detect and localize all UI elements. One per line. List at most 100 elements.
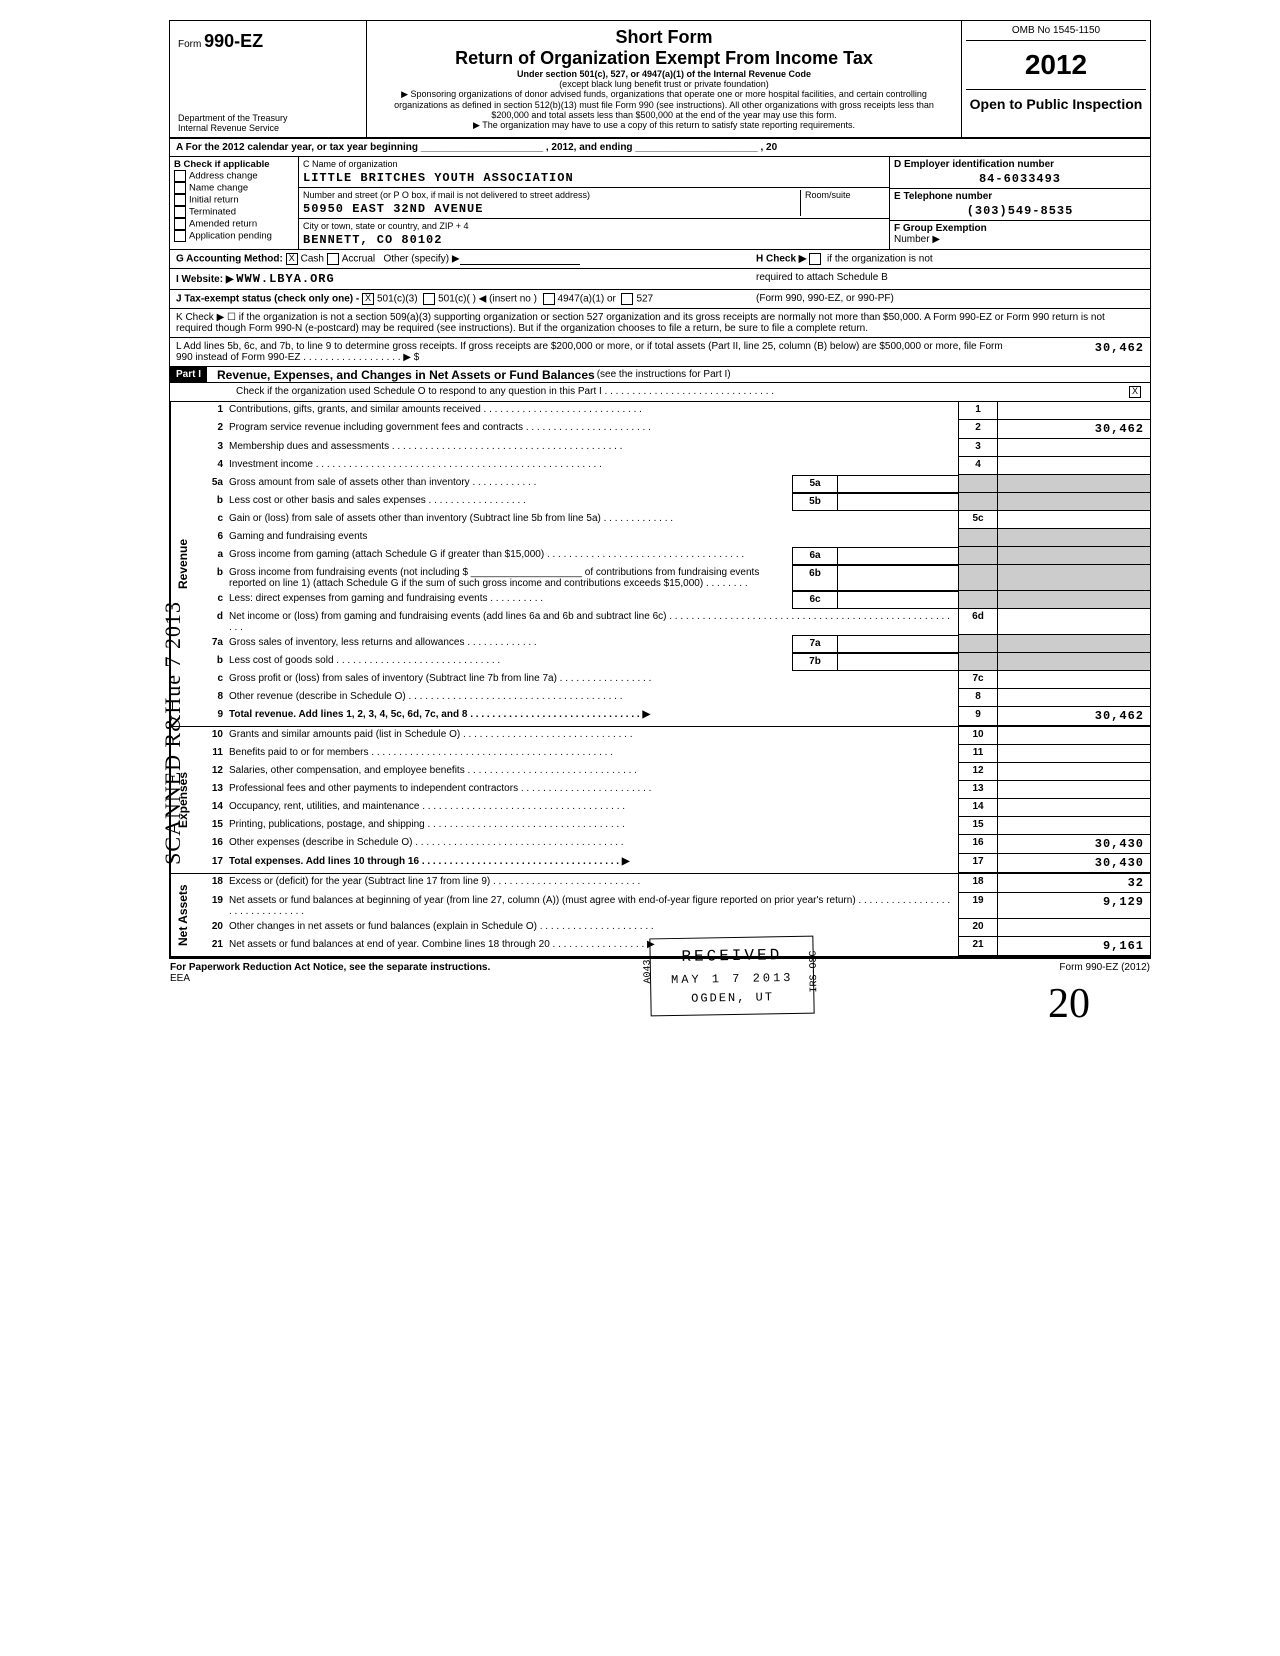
b-item-5: Application pending — [189, 231, 272, 242]
line-4: Investment income . . . . . . . . . . . … — [229, 457, 958, 475]
section-c: C Name of organization LITTLE BRITCHES Y… — [299, 157, 890, 249]
org-address: 50950 EAST 32ND AVENUE — [303, 200, 800, 216]
line-5a: Gross amount from sale of assets other t… — [229, 475, 792, 493]
box-11: 11 — [958, 745, 997, 763]
line-13: Professional fees and other payments to … — [229, 781, 958, 799]
omb-number: OMB No 1545-1150 — [966, 25, 1146, 41]
c-addr-lbl: Number and street (or P O box, if mail i… — [303, 190, 800, 200]
line-20: Other changes in net assets or fund bala… — [229, 919, 958, 937]
chk-term[interactable] — [174, 206, 186, 218]
chk-501c3[interactable]: X — [362, 293, 374, 305]
val-9: 30,462 — [997, 707, 1150, 726]
row-g: G Accounting Method: XCash Accrual Other… — [170, 250, 1150, 269]
chk-accrual[interactable] — [327, 253, 339, 265]
h-not: if the organization is not — [827, 254, 933, 265]
val-4 — [997, 457, 1150, 475]
box-6a: 6a — [792, 547, 837, 565]
shade-val-5b — [997, 493, 1150, 511]
form-label: Form — [178, 39, 201, 50]
form-header: Form 990-EZ Department of the Treasury I… — [170, 21, 1150, 139]
line-19: Net assets or fund balances at beginning… — [229, 893, 958, 919]
part1-check-text: Check if the organization used Schedule … — [176, 386, 1129, 398]
chk-name[interactable] — [174, 182, 186, 194]
val-12 — [997, 763, 1150, 781]
shade-val-7b — [997, 653, 1150, 671]
chk-cash[interactable]: X — [286, 253, 298, 265]
part1-header-row: Part I Revenue, Expenses, and Changes in… — [170, 367, 1150, 383]
dept-treasury: Department of the Treasury — [178, 113, 358, 123]
g-other: Other (specify) ▶ — [383, 254, 459, 265]
chk-initial[interactable] — [174, 194, 186, 206]
tax-year: 2012 — [966, 41, 1146, 90]
box-20: 20 — [958, 919, 997, 937]
shade-val-6c — [997, 591, 1150, 609]
g-other-blank[interactable] — [460, 254, 580, 265]
line-14: Occupancy, rent, utilities, and maintena… — [229, 799, 958, 817]
signature-20: 20 — [1048, 980, 1090, 1028]
row-k: K Check ▶ ☐ if the organization is not a… — [170, 309, 1150, 338]
val-7c — [997, 671, 1150, 689]
chk-address[interactable] — [174, 170, 186, 182]
box-2: 2 — [958, 420, 997, 439]
d-ein-lbl: D Employer identification number — [894, 159, 1146, 170]
f-grp-lbl: F Group Exemption — [894, 223, 1146, 234]
box-8: 8 — [958, 689, 997, 707]
shade-7a — [958, 635, 997, 653]
expenses-section: Expenses 10Grants and similar amounts pa… — [170, 727, 1150, 874]
box-5a: 5a — [792, 475, 837, 493]
room-suite-lbl: Room/suite — [800, 190, 885, 216]
c-name-lbl: C Name of organization — [303, 159, 885, 169]
title-short: Short Form — [377, 27, 951, 48]
shade-6 — [958, 529, 997, 547]
part1-title: Revenue, Expenses, and Changes in Net As… — [207, 368, 595, 382]
box-16: 16 — [958, 835, 997, 854]
line-7b: Less cost of goods sold . . . . . . . . … — [229, 653, 792, 671]
h-check: H Check ▶ — [756, 254, 806, 265]
val-6b — [837, 565, 958, 591]
g-label: G Accounting Method: — [176, 254, 283, 265]
chk-amend[interactable] — [174, 218, 186, 230]
row-i: I Website: ▶ WWW.LBYA.ORG required to at… — [170, 269, 1150, 290]
i-label: I Website: ▶ — [176, 274, 234, 285]
box-4: 4 — [958, 457, 997, 475]
val-20 — [997, 919, 1150, 937]
irs-line: Internal Revenue Service — [178, 123, 358, 133]
section-a: A For the 2012 calendar year, or tax yea… — [170, 139, 1150, 157]
val-16: 30,430 — [997, 835, 1150, 854]
l-text: L Add lines 5b, 6c, and 7b, to line 9 to… — [176, 341, 1004, 363]
open-public: Open to Public Inspection — [966, 90, 1146, 112]
b-item-1: Name change — [189, 183, 248, 194]
stamp-date: MAY 1 7 2013 — [671, 969, 794, 990]
chk-schedule-o[interactable]: X — [1129, 386, 1141, 398]
chk-527[interactable] — [621, 293, 633, 305]
line-11: Benefits paid to or for members . . . . … — [229, 745, 958, 763]
val-18: 32 — [997, 874, 1150, 893]
box-5b: 5b — [792, 493, 837, 511]
org-city: BENNETT, CO 80102 — [303, 231, 885, 247]
box-6c: 6c — [792, 591, 837, 609]
val-11 — [997, 745, 1150, 763]
shade-val-6a — [997, 547, 1150, 565]
stamp-irsosc: IRS-OSC — [807, 950, 824, 992]
form-number: 990-EZ — [204, 31, 263, 51]
val-7a — [837, 635, 958, 653]
part1-label: Part I — [170, 367, 207, 382]
line-6: Gaming and fundraising events — [229, 529, 958, 547]
footer-left: For Paperwork Reduction Act Notice, see … — [170, 962, 490, 973]
line-12: Salaries, other compensation, and employ… — [229, 763, 958, 781]
footer-eea: EEA — [170, 973, 190, 984]
val-6d — [997, 609, 1150, 635]
box-19: 19 — [958, 893, 997, 919]
shade-6b — [958, 565, 997, 591]
org-name: LITTLE BRITCHES YOUTH ASSOCIATION — [303, 169, 885, 185]
chk-app[interactable] — [174, 230, 186, 242]
chk-h[interactable] — [809, 253, 821, 265]
title-under: Under section 501(c), 527, or 4947(a)(1)… — [377, 69, 951, 79]
chk-4947[interactable] — [543, 293, 555, 305]
title-mayhave: The organization may have to use a copy … — [377, 120, 951, 131]
g-cash: Cash — [301, 254, 324, 265]
chk-501c[interactable] — [423, 293, 435, 305]
form-id-box: Form 990-EZ Department of the Treasury I… — [170, 21, 367, 137]
box-12: 12 — [958, 763, 997, 781]
j-right: (Form 990, 990-EZ, or 990-PF) — [756, 293, 1144, 305]
